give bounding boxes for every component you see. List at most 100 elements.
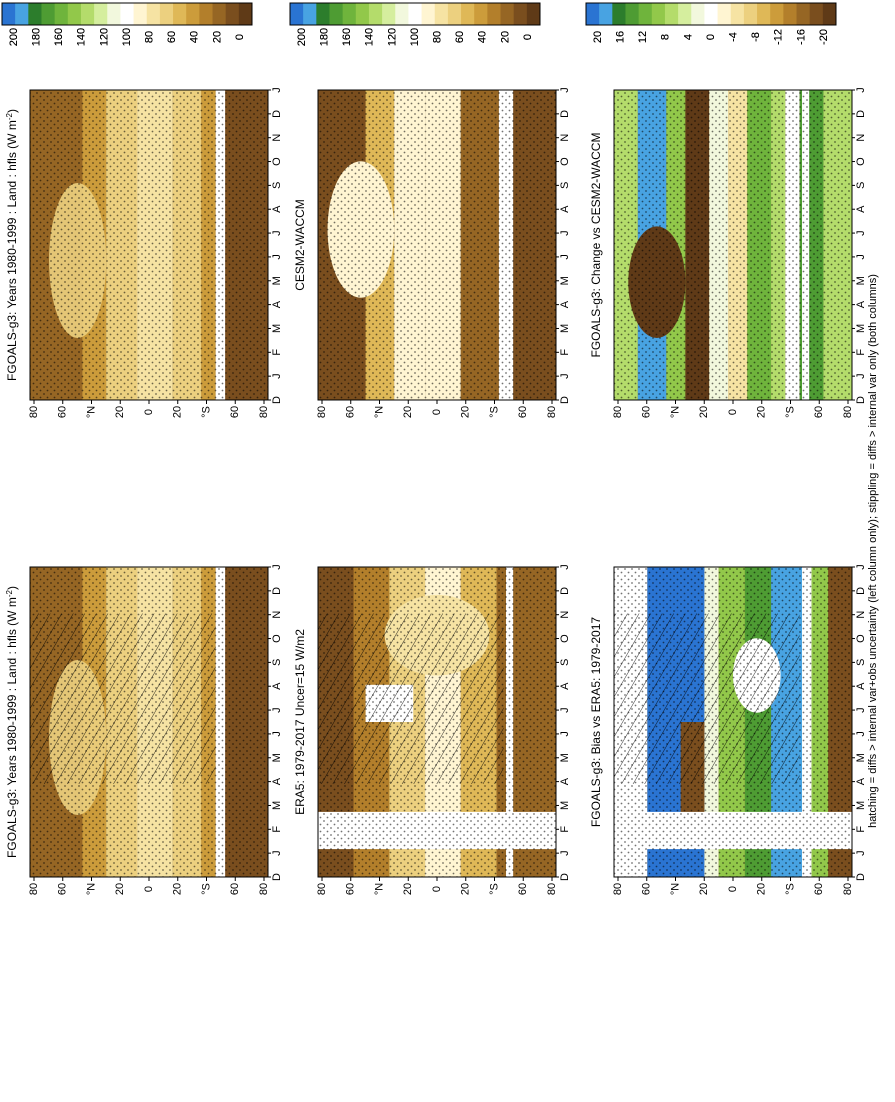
colorbar-swatch [199, 3, 214, 25]
colorbar-swatch [186, 3, 200, 25]
lat-tick-label: 20 [114, 406, 126, 418]
colorbar-tick-label: 8 [660, 34, 672, 40]
colorbar-tick-label: 120 [386, 28, 398, 46]
lat-tick-label: 80 [316, 406, 328, 418]
month-tick-label: N [271, 611, 283, 619]
lat-tick-label: °S [784, 883, 796, 895]
lat-tick-label: 80 [612, 883, 624, 895]
lat-tick-label: 0 [143, 409, 155, 415]
month-tick-label: O [559, 634, 571, 643]
lat-tick-label: 80 [546, 883, 558, 895]
month-tick-label: J [271, 373, 283, 379]
lat-tick-label: 20 [172, 883, 184, 895]
lat-tick-label: 20 [698, 883, 710, 895]
colorbar-tick-label: 0 [705, 34, 717, 40]
month-tick-label: M [559, 753, 571, 762]
colorbar-swatch [133, 3, 148, 25]
lat-tick-label: °S [200, 406, 212, 418]
month-tick-label: J [271, 254, 283, 260]
month-tick-label: D [271, 396, 283, 404]
heatmap-panel-1: 80 60 °N 20 0 20 °S 60 80DJFMAMJJASONDJFGOALS-g3… [1, 2, 283, 895]
month-tick-label: D [559, 396, 571, 404]
month-tick-label: D [855, 587, 867, 595]
lat-tick-label: 20 [402, 406, 414, 418]
month-tick-label: J [855, 850, 867, 856]
colorbar-swatch [651, 3, 666, 25]
colorbar-tick-label: 180 [319, 28, 331, 46]
colorbar-swatch [212, 3, 227, 25]
colorbar-swatch [54, 3, 69, 25]
colorbar-swatch [342, 3, 357, 25]
month-tick-label: F [559, 349, 571, 356]
month-tick-label: F [271, 826, 283, 833]
colorbar: 20 16 12 8 4 0 -4 -8 -12 -16 -20 [585, 2, 837, 45]
month-tick-label: M [559, 801, 571, 810]
lat-tick-label: °S [784, 406, 796, 418]
colorbar-tick-label: -8 [750, 32, 762, 42]
lat-tick-label: 60 [229, 406, 241, 418]
colorbar-tick-label: 4 [682, 34, 694, 40]
month-tick-label: A [559, 205, 571, 213]
month-tick-label: S [271, 182, 283, 189]
lat-tick-label: 20 [756, 883, 768, 895]
colorbar-swatch [159, 3, 174, 25]
lat-tick-label: °S [488, 883, 500, 895]
colorbar-tick-label: -12 [773, 29, 785, 45]
colorbar-tick-label: 40 [189, 31, 201, 43]
hatching [318, 613, 504, 784]
colorbar-tick-label: 140 [76, 28, 88, 46]
colorbar-tick-label: 60 [166, 31, 178, 43]
lat-tick-label: 80 [316, 883, 328, 895]
month-tick-label: A [271, 682, 283, 690]
colorbar-tick-label: -12 [773, 29, 785, 45]
colorbar-swatch [225, 3, 240, 25]
colorbar-tick-label: 100 [121, 28, 133, 46]
month-tick-label: N [559, 134, 571, 142]
month-tick-label: O [271, 634, 283, 643]
colorbar-tick-label: 140 [364, 28, 376, 46]
colorbar-swatch [382, 3, 396, 25]
lat-tick-label: °N [85, 406, 97, 418]
colorbar-swatch [730, 3, 745, 25]
colorbar-swatch [120, 3, 135, 25]
colorbar-swatch [395, 3, 409, 25]
colorbar: 200 180 160 140 120 100 80 60 40 20 0 [1, 2, 253, 46]
stippling [614, 90, 852, 400]
month-tick-label: O [855, 157, 867, 166]
colorbar-tick-label: 80 [144, 31, 156, 43]
colorbar-tick-label: -4 [728, 32, 740, 42]
month-tick-label: M [271, 801, 283, 810]
lat-tick-label: °S [488, 406, 500, 418]
lat-tick-label: °N [373, 883, 385, 895]
colorbar: 200 180 160 140 120 100 80 60 40 20 0 [289, 2, 541, 46]
lat-tick-label: 60 [813, 883, 825, 895]
month-tick-label: D [271, 873, 283, 881]
colorbar-tick-label: 20 [499, 31, 511, 43]
colorbar-tick-label: 200 [8, 28, 20, 46]
colorbar-tick-label: 200 [296, 28, 308, 46]
panel-title: CESM2-WACCM [293, 199, 307, 291]
colorbar-swatch [355, 3, 370, 25]
hatching [614, 613, 800, 784]
colorbar-swatch [717, 3, 732, 25]
colorbar-tick-label: -8 [750, 32, 762, 42]
colorbar-tick-label: 160 [341, 28, 353, 46]
lat-tick-label: 80 [28, 406, 40, 418]
lat-tick-label: °N [85, 883, 97, 895]
colorbar-frame [585, 2, 837, 26]
month-tick-label: D [271, 110, 283, 118]
month-tick-label: M [271, 276, 283, 285]
colorbar-tick-label: 160 [341, 28, 353, 46]
colorbar-swatch [743, 3, 758, 25]
colorbar-tick-label: 20 [499, 31, 511, 43]
colorbar-swatch [290, 3, 304, 25]
lat-tick-label: 0 [431, 409, 443, 415]
colorbar-swatch [15, 3, 29, 25]
month-tick-label: A [271, 205, 283, 213]
stippling [30, 90, 268, 400]
lat-tick-label: 20 [172, 406, 184, 418]
colorbar-swatch [625, 3, 640, 25]
month-tick-label: J [855, 373, 867, 379]
colorbar-tick-label: 0 [234, 34, 246, 40]
colorbar-swatch [822, 3, 837, 25]
